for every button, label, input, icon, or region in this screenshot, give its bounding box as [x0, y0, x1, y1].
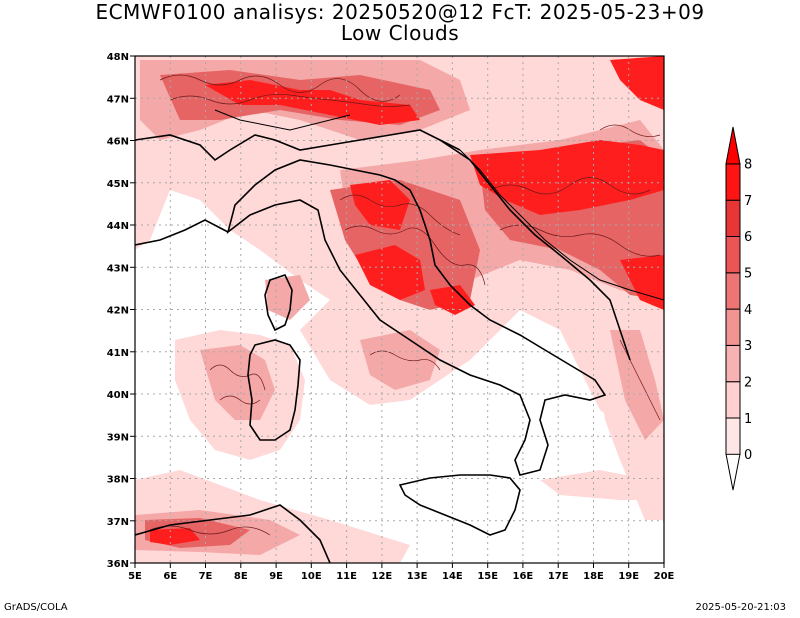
cloud-area-max-balkans	[470, 140, 664, 215]
colorbar-top-arrow	[725, 126, 741, 165]
lon-label: 8E	[234, 571, 248, 582]
lat-label: 37N	[107, 517, 129, 528]
lat-label: 44N	[107, 221, 129, 232]
colorbar-label: 0	[744, 448, 752, 463]
colorbar: 0 1 2 3 4 5 6 7 8	[725, 126, 752, 491]
colorbar-label: 6	[744, 230, 752, 245]
lon-label: 13E	[407, 571, 428, 582]
lat-label: 39N	[107, 432, 129, 443]
lat-label: 47N	[107, 94, 129, 105]
colorbar-segment	[725, 163, 741, 201]
balkan-border	[459, 149, 664, 301]
lon-label: 15E	[477, 571, 498, 582]
lat-label: 48N	[107, 52, 129, 63]
cloud-area-max-northeast	[610, 56, 664, 110]
lon-label: 10E	[301, 571, 322, 582]
lon-label: 6E	[163, 571, 177, 582]
cloud-area-max-south	[150, 528, 200, 545]
coastlines	[135, 109, 664, 563]
swiss-border	[214, 109, 351, 131]
lat-label: 41N	[107, 348, 129, 359]
colorbar-segment	[725, 308, 741, 346]
colorbar-label: 5	[744, 267, 752, 282]
colorbar-label: 7	[744, 194, 752, 209]
lat-label: 40N	[107, 390, 129, 401]
italy-coastline	[226, 159, 607, 476]
colorbar-segment	[725, 417, 741, 455]
lat-label: 45N	[107, 179, 129, 190]
sicily-coastline	[398, 474, 521, 536]
lon-label: 9E	[269, 571, 283, 582]
france-coastline	[135, 219, 229, 246]
axis-ticks	[130, 55, 665, 568]
generation-timestamp: 2025-05-20-21:03	[695, 602, 786, 613]
sardinia-coastline	[247, 339, 301, 441]
lon-label: 5E	[128, 571, 142, 582]
cloud-area-light-africa	[540, 470, 664, 500]
colorbar-segment	[725, 344, 741, 383]
lon-label: 17E	[548, 571, 569, 582]
lon-label: 16E	[513, 571, 534, 582]
lat-label: 46N	[107, 137, 129, 148]
balkan-coast	[439, 139, 631, 361]
lon-label: 19E	[618, 571, 639, 582]
colorbar-label: 3	[744, 339, 752, 354]
cloud-area-mid-campania	[360, 330, 440, 390]
colorbar-label: 2	[744, 376, 752, 391]
colorbar-bottom-arrow	[725, 453, 741, 491]
colorbar-segment	[725, 199, 741, 237]
colorbar-segment	[725, 272, 741, 310]
map-title: ECMWF0100 analisys: 20250520@12 FcT: 202…	[95, 0, 705, 24]
cloud-area-mid-east	[610, 330, 664, 440]
software-credit: GrADS/COLA	[4, 602, 68, 613]
lat-label: 42N	[107, 306, 129, 317]
lat-label: 38N	[107, 475, 129, 486]
lon-labels: 5E 6E 7E 8E 9E 10E 11E 12E 13E 14E 15E 1…	[128, 571, 674, 582]
colorbar-label: 4	[744, 303, 752, 318]
map-subtitle: Low Clouds	[340, 21, 460, 45]
lat-label: 36N	[107, 559, 129, 570]
lon-label: 11E	[336, 571, 357, 582]
lon-label: 7E	[199, 571, 213, 582]
lon-label: 18E	[583, 571, 604, 582]
lat-lon-grid	[135, 56, 664, 563]
cloud-area-max-umbria	[355, 245, 425, 300]
colorbar-label: 8	[744, 158, 752, 173]
cloud-area-max-alps	[205, 80, 420, 125]
lon-label: 14E	[442, 571, 463, 582]
colorbar-label: 1	[744, 412, 752, 427]
africa-coastline	[135, 504, 331, 563]
cloud-area-mid-sardinia	[200, 345, 275, 420]
cloud-area-max-tyrrhenian	[430, 285, 475, 315]
lat-label: 43N	[107, 263, 129, 274]
lat-labels: 48N 47N 46N 45N 44N 43N 42N 41N 40N 39N …	[107, 52, 129, 570]
colorbar-segment	[725, 381, 741, 419]
lon-label: 20E	[654, 571, 675, 582]
colorbar-segment	[725, 236, 741, 274]
lon-label: 12E	[372, 571, 393, 582]
alps-border	[135, 129, 461, 162]
corsica-coastline	[264, 274, 293, 332]
